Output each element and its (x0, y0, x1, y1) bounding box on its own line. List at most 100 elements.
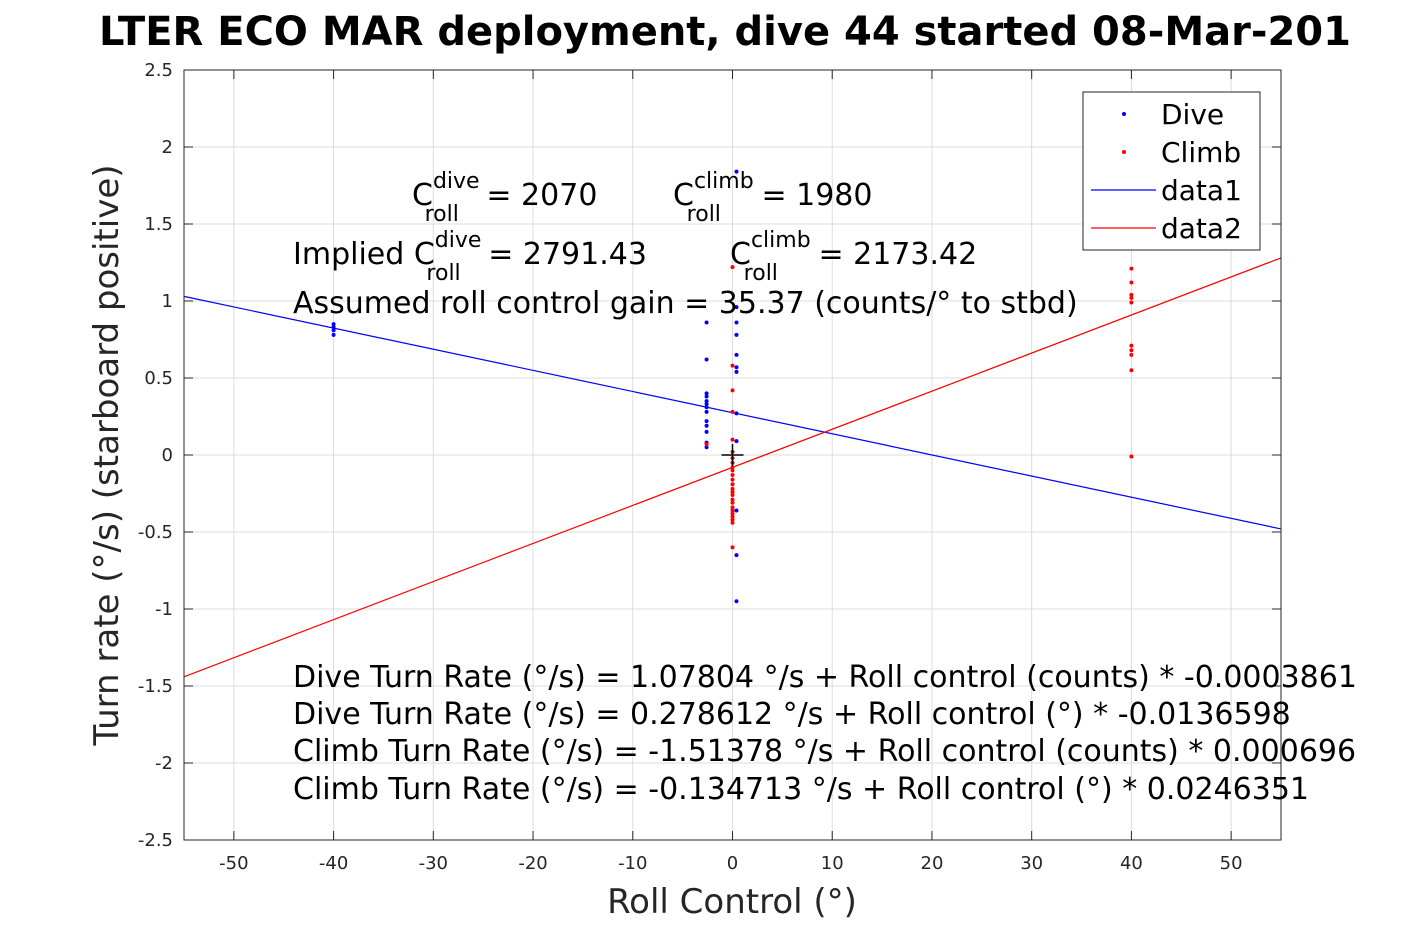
y-tick-label: 0 (162, 445, 173, 466)
climb-point (730, 508, 735, 513)
y-axis-label: Turn rate (°/s) (starboard positive) (87, 164, 127, 746)
y-tick-label: -0.5 (138, 522, 173, 543)
dive-point (734, 553, 739, 558)
implied-c-roll-dive: Implied Cdive roll = 2791.43 (293, 228, 647, 286)
dive-point (704, 445, 709, 450)
climb-point (730, 493, 735, 498)
dive-point (704, 405, 709, 410)
legend-box (1082, 91, 1261, 251)
legend-label: Climb (1161, 136, 1241, 169)
dive-point (734, 365, 739, 370)
dive-point (704, 357, 709, 362)
dive-point (734, 439, 739, 444)
dive-point (331, 325, 336, 330)
climb-point (730, 489, 735, 494)
plot-frame (183, 69, 1282, 841)
dive-point (734, 332, 739, 337)
climb-point (730, 437, 735, 442)
legend-marker-climb (1122, 150, 1126, 154)
dive-point (734, 320, 739, 325)
climb-point (730, 517, 735, 522)
x-axis-label: Roll Control (°) (607, 882, 857, 922)
climb-point (730, 363, 735, 368)
climb-point (1129, 266, 1134, 271)
climb-point (730, 497, 735, 502)
dive-point (704, 409, 709, 414)
climb-point (730, 477, 735, 482)
climb-point (1129, 343, 1134, 348)
climb-point (730, 486, 735, 491)
y-tick-label: -2 (155, 753, 173, 774)
c-roll-dive: Cdive roll = 2070 (412, 169, 597, 227)
legend-marker-dive (1122, 112, 1126, 116)
dive-point (704, 391, 709, 396)
climb-point (730, 265, 735, 270)
dive-point (704, 402, 709, 407)
climb-point (1129, 280, 1134, 285)
dive-point (704, 429, 709, 434)
climb-point (730, 514, 735, 519)
implied-c-roll-climb: Cclimb roll = 2173.42 (730, 228, 977, 286)
y-tick-label: -1 (155, 599, 173, 620)
dive-point (704, 419, 709, 424)
dive-equation-counts: Dive Turn Rate (°/s) = 1.07804 °/s + Rol… (293, 660, 1357, 695)
x-tick-label: -20 (518, 853, 547, 874)
x-tick-label: 0 (727, 853, 738, 874)
x-tick-label: -50 (219, 853, 248, 874)
y-tick-labels: -2.5 -2 -1.5 -1 -0.5 0 0.5 1 1.5 2 2.5 (138, 60, 173, 851)
dive-point (734, 369, 739, 374)
axes (183, 69, 1282, 841)
climb-point (1129, 295, 1134, 300)
legend: Dive Climb data1 data2 (1082, 91, 1261, 251)
y-tick-label: 2.5 (144, 60, 173, 81)
dive-point (331, 328, 336, 333)
dive-equation-degrees: Dive Turn Rate (°/s) = 0.278612 °/s + Ro… (293, 697, 1291, 732)
climb-point (704, 442, 709, 447)
y-tick-label: -1.5 (138, 676, 173, 697)
dive-point (734, 305, 739, 310)
x-tick-label: -10 (618, 853, 647, 874)
x-tick-label: 20 (921, 853, 944, 874)
climb-point (1129, 292, 1134, 297)
climb-point (1129, 348, 1134, 353)
climb-equation-counts: Climb Turn Rate (°/s) = -1.51378 °/s + R… (293, 734, 1356, 769)
climb-point (1129, 454, 1134, 459)
y-tick-label: 1.5 (144, 214, 173, 235)
x-tick-label: -30 (419, 853, 448, 874)
x-tick-labels: -50 -40 -30 -20 -10 0 10 20 30 40 50 (219, 853, 1242, 874)
legend-label: Dive (1161, 98, 1224, 131)
climb-point (730, 511, 735, 516)
legend-label: data2 (1161, 212, 1242, 245)
dive-point (704, 394, 709, 399)
climb-point (730, 520, 735, 525)
y-tick-label: -2.5 (138, 830, 173, 851)
legend-label: data1 (1161, 174, 1242, 207)
climb-point (730, 409, 735, 414)
roll-gain-note: Assumed roll control gain = 35.37 (count… (293, 286, 1078, 321)
climb-point (1129, 368, 1134, 373)
dive-point (704, 320, 709, 325)
chart-title: LTER ECO MAR deployment, dive 44 started… (99, 9, 1351, 55)
x-tick-label: 30 (1020, 853, 1043, 874)
dive-point (734, 508, 739, 513)
climb-point (730, 388, 735, 393)
climb-point (730, 500, 735, 505)
climb-point (730, 465, 735, 470)
data-points (331, 169, 1134, 604)
dive-point (331, 332, 336, 337)
y-tick-label: 2 (162, 137, 173, 158)
c-roll-climb: Cclimb roll = 1980 (673, 169, 872, 227)
annotations: Cdive roll = 2070 Cclimb roll = 1980 Impli… (293, 169, 1357, 807)
dive-point (734, 169, 739, 174)
climb-equation-degrees: Climb Turn Rate (°/s) = -0.134713 °/s + … (293, 772, 1309, 807)
climb-point (730, 473, 735, 478)
climb-point (730, 482, 735, 487)
climb-point (1129, 352, 1134, 357)
climb-point (730, 468, 735, 473)
climb-point (730, 505, 735, 510)
x-tick-label: 40 (1120, 853, 1143, 874)
dive-point (704, 423, 709, 428)
y-tick-label: 0.5 (144, 368, 173, 389)
dive-point (704, 399, 709, 404)
